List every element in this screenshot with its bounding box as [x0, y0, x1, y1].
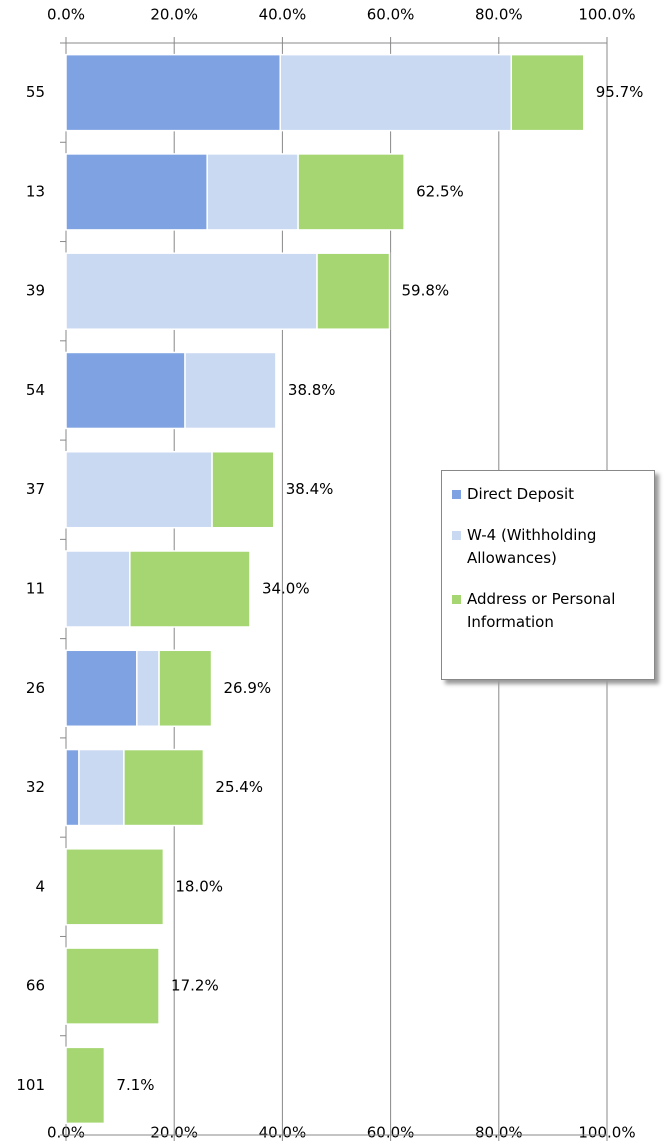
total-label: 62.5% — [416, 182, 464, 200]
bar-segment — [65, 649, 138, 728]
bar-segment — [65, 153, 208, 231]
bar-segment — [65, 947, 160, 1025]
y-tick-label: 32 — [26, 778, 45, 796]
legend-item: Direct Deposit — [452, 483, 644, 506]
legend-swatch — [452, 531, 461, 540]
bar-segment — [78, 748, 125, 827]
bar-segment — [65, 848, 165, 926]
bar-segment — [316, 252, 391, 330]
x-tick-label: 40.0% — [259, 6, 307, 24]
legend-label: Direct Deposit — [467, 485, 575, 503]
legend-label: W-4 (Withholding Allowances) — [467, 526, 597, 567]
bar-segment — [65, 53, 281, 132]
total-label: 26.9% — [224, 679, 272, 697]
bar-segment — [510, 53, 585, 132]
bar-segment — [65, 748, 80, 827]
y-tick-label: 39 — [26, 282, 45, 300]
bar-segment — [65, 351, 186, 430]
total-label: 95.7% — [596, 83, 644, 101]
legend-label: Address or Personal Information — [467, 590, 616, 631]
legend-swatch — [452, 490, 461, 499]
total-label: 7.1% — [116, 1076, 154, 1094]
x-tick-label: 60.0% — [367, 1124, 415, 1142]
x-tick-label: 20.0% — [150, 1124, 198, 1142]
y-tick-label: 11 — [26, 580, 45, 598]
y-tick-label: 54 — [26, 381, 45, 399]
total-label: 34.0% — [262, 580, 310, 598]
total-label: 38.4% — [286, 480, 334, 498]
total-label: 38.8% — [288, 381, 336, 399]
bar-segment — [136, 649, 160, 728]
x-tick-label: 100.0% — [578, 6, 635, 24]
bar-segment — [279, 53, 512, 132]
x-tick-label: 100.0% — [578, 1124, 635, 1142]
y-tick-label: 66 — [26, 977, 45, 995]
bar-segment — [65, 252, 318, 330]
total-label: 59.8% — [402, 282, 450, 300]
total-label: 18.0% — [175, 877, 223, 895]
total-label: 17.2% — [171, 977, 219, 995]
legend-swatch — [452, 595, 461, 604]
legend-item: Address or Personal Information — [452, 588, 644, 634]
y-tick-label: 55 — [26, 83, 45, 101]
bar-segment — [206, 153, 299, 231]
bar-segment — [65, 550, 131, 628]
bar-segment — [123, 748, 205, 827]
x-tick-label: 0.0% — [47, 6, 85, 24]
bar-segment — [158, 649, 213, 728]
bar-segment — [65, 1046, 106, 1125]
total-label: 25.4% — [215, 778, 263, 796]
bar-segment — [297, 153, 405, 231]
y-tick-label: 4 — [35, 877, 45, 895]
y-tick-label: 13 — [26, 182, 45, 200]
x-tick-label: 80.0% — [475, 1124, 523, 1142]
legend-item: W-4 (Withholding Allowances) — [452, 524, 644, 570]
x-tick-label: 40.0% — [259, 1124, 307, 1142]
bar-segment — [129, 550, 251, 628]
bar-segment — [211, 450, 275, 529]
y-tick-label: 26 — [26, 679, 45, 697]
x-tick-label: 60.0% — [367, 6, 415, 24]
x-tick-label: 20.0% — [150, 6, 198, 24]
bar-segment — [65, 450, 213, 529]
x-tick-label: 80.0% — [475, 6, 523, 24]
y-tick-label: 101 — [16, 1076, 45, 1094]
legend: Direct Deposit W-4 (Withholding Allowance… — [441, 470, 655, 680]
bar-segment — [184, 351, 277, 430]
y-tick-label: 37 — [26, 480, 45, 498]
